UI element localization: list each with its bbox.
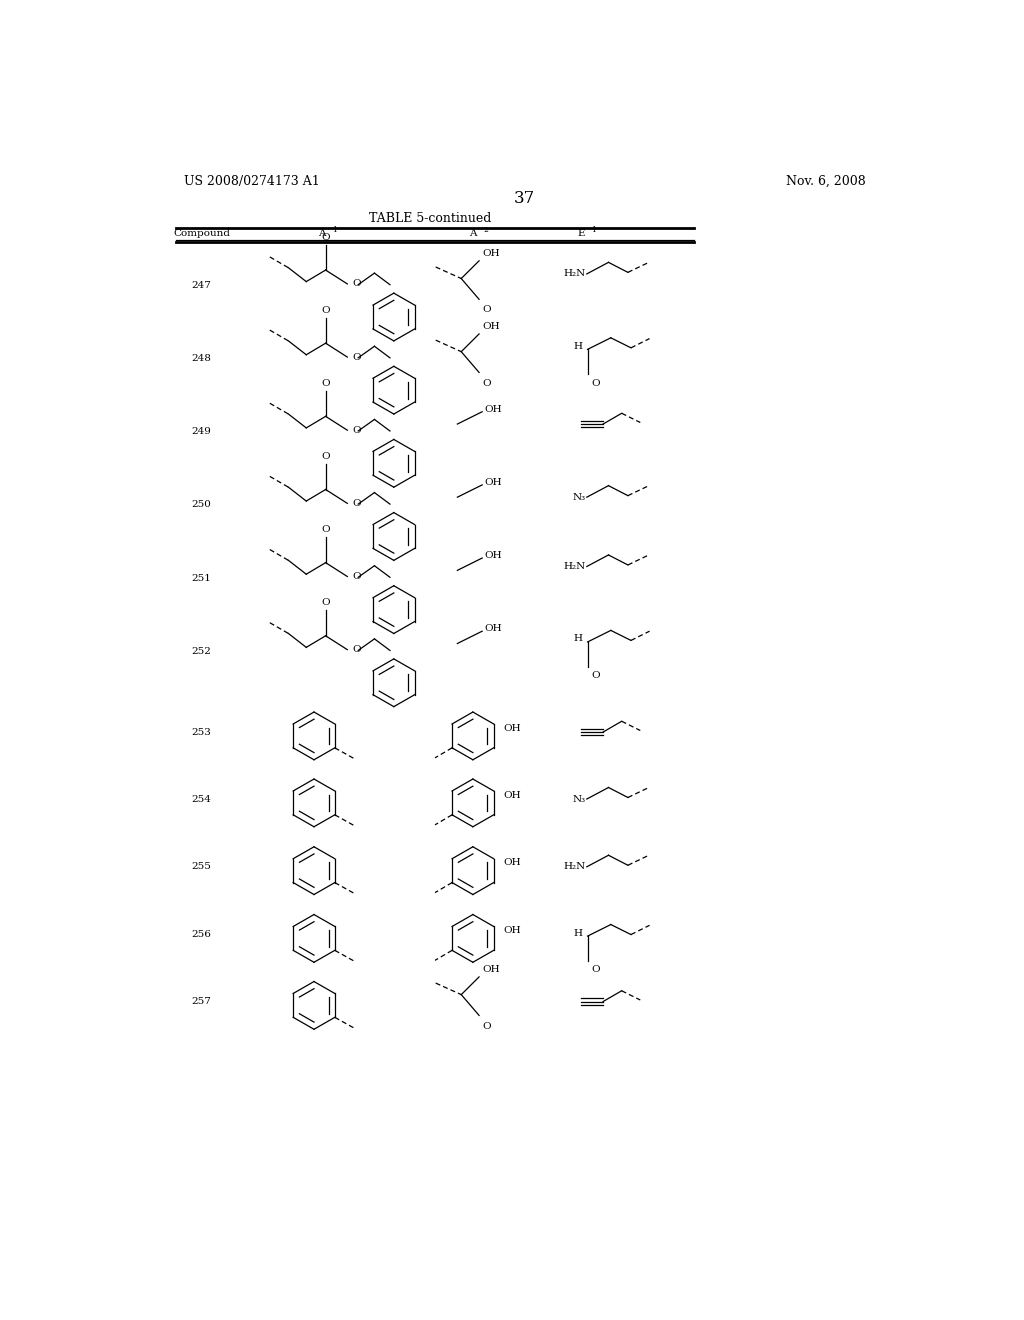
Text: OH: OH [484,624,502,634]
Text: 256: 256 [191,931,212,939]
Text: OH: OH [484,552,502,560]
Text: O: O [482,379,490,388]
Text: OH: OH [503,791,521,800]
Text: OH: OH [482,322,500,331]
Text: OH: OH [484,405,502,414]
Text: O: O [352,352,360,362]
Text: O: O [592,671,600,680]
Text: O: O [352,426,360,434]
Text: H₂N: H₂N [563,269,586,279]
Text: 1: 1 [592,226,596,234]
Text: O: O [592,379,600,388]
Text: 254: 254 [191,795,212,804]
Text: 248: 248 [191,354,212,363]
Text: OH: OH [482,965,500,974]
Text: O: O [482,305,490,314]
Text: 255: 255 [191,862,212,871]
Text: O: O [352,572,360,581]
Text: O: O [322,379,330,388]
Text: O: O [322,451,330,461]
Text: Nov. 6, 2008: Nov. 6, 2008 [786,176,866,187]
Text: A: A [469,230,476,239]
Text: OH: OH [503,858,521,867]
Text: 2: 2 [483,226,488,234]
Text: O: O [592,965,600,974]
Text: O: O [482,1022,490,1031]
Text: O: O [352,499,360,508]
Text: H: H [573,928,583,937]
Text: 37: 37 [514,190,536,207]
Text: 252: 252 [191,647,212,656]
Text: 247: 247 [191,281,212,290]
Text: 250: 250 [191,500,212,510]
Text: 251: 251 [191,574,212,582]
Text: US 2008/0274173 A1: US 2008/0274173 A1 [183,176,319,187]
Text: OH: OH [503,723,521,733]
Text: N₃: N₃ [572,492,586,502]
Text: A: A [318,230,326,239]
Text: OH: OH [503,927,521,935]
Text: 249: 249 [191,428,212,436]
Text: TABLE 5-continued: TABLE 5-continued [369,213,492,224]
Text: H₂N: H₂N [563,562,586,572]
Text: O: O [322,598,330,607]
Text: H₂N: H₂N [563,862,586,871]
Text: N₃: N₃ [572,795,586,804]
Text: O: O [322,525,330,535]
Text: 1: 1 [333,226,338,234]
Text: Compound: Compound [173,230,230,239]
Text: OH: OH [484,478,502,487]
Text: H: H [573,635,583,643]
Text: OH: OH [482,248,500,257]
Text: O: O [352,645,360,655]
Text: 257: 257 [191,997,212,1006]
Text: 253: 253 [191,727,212,737]
Text: O: O [322,306,330,314]
Text: O: O [322,232,330,242]
Text: H: H [573,342,583,351]
Text: O: O [352,280,360,288]
Text: E: E [578,230,585,239]
